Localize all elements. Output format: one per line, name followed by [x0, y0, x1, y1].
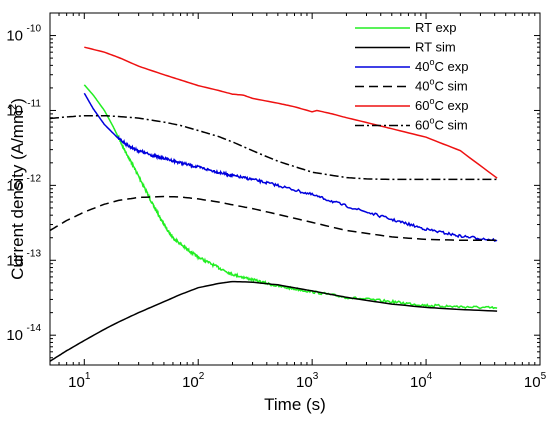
x-tick-label: 102 — [182, 371, 205, 391]
legend-item-40-c-exp: 40oC exp — [355, 57, 468, 74]
legend: RT exp RT sim 40oC exp 40oC sim 60oC exp 60oC… — [355, 20, 468, 133]
y-tick-label: 10 -14 — [6, 323, 41, 344]
legend-item-40-c-sim: 40oC sim — [355, 77, 468, 94]
y-axis-label-main: Current density (A/mm — [8, 110, 27, 280]
y-axis-label: Current density (A/mm2) — [7, 98, 27, 280]
x-ticks: 101 102 103 104 105 — [49, 13, 547, 391]
x-tick-label: 105 — [524, 371, 547, 391]
legend-item-60-c-exp: 60oC exp — [355, 96, 468, 113]
legend-item-rt-exp: RT exp — [355, 20, 456, 35]
y-axis-label-sup: 2 — [7, 104, 19, 110]
x-tick-label: 104 — [410, 371, 433, 391]
series-line-40-c-sim — [49, 195, 498, 242]
y-tick-label: 10 -11 — [6, 98, 41, 119]
y-axis-label-tail: ) — [8, 98, 27, 104]
series-line-60-c-sim — [49, 114, 498, 181]
x-tick-label: 101 — [68, 371, 91, 391]
x-axis-label: Time (s) — [264, 395, 326, 414]
y-tick-label: 10 -12 — [6, 173, 41, 194]
legend-label: 60oC sim — [415, 116, 468, 133]
legend-item-60-c-sim: 60oC sim — [355, 116, 468, 133]
y-tick-label: 10 -10 — [6, 24, 41, 45]
series-line-40-c-exp — [83, 92, 498, 242]
x-tick-label: 103 — [296, 371, 319, 391]
legend-label: RT sim — [415, 40, 456, 55]
legend-item-rt-sim: RT sim — [355, 40, 456, 55]
y-tick-label: 10 -13 — [6, 248, 41, 269]
legend-label: 40oC exp — [415, 57, 468, 74]
legend-label: 40oC sim — [415, 77, 468, 94]
series-line-rt-sim — [49, 280, 498, 362]
legend-label: RT exp — [415, 20, 456, 35]
series-layer — [49, 46, 498, 362]
legend-label: 60oC exp — [415, 96, 468, 113]
y-ticks: 10-14 10-13 10-12 10-11 10-10 — [6, 12, 540, 366]
